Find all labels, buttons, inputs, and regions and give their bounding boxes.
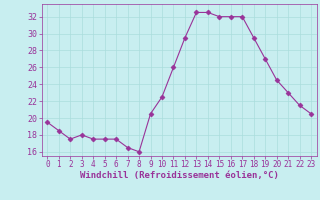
X-axis label: Windchill (Refroidissement éolien,°C): Windchill (Refroidissement éolien,°C): [80, 171, 279, 180]
